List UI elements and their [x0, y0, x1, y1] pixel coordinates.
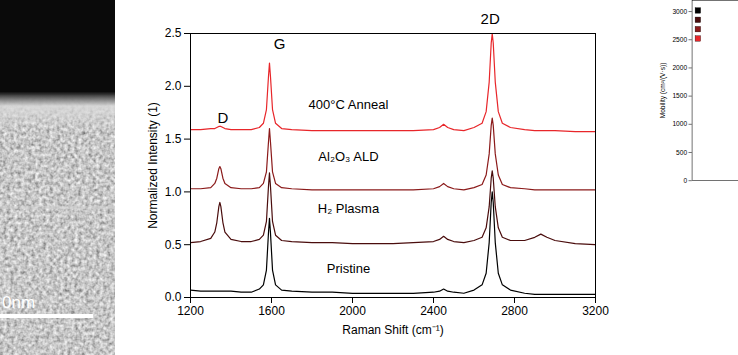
svg-text:2D: 2D	[481, 10, 500, 27]
svg-text:1500: 1500	[672, 92, 687, 99]
svg-text:1000: 1000	[672, 120, 687, 127]
svg-text:2800: 2800	[501, 304, 528, 318]
svg-text:2.5: 2.5	[165, 26, 182, 40]
svg-text:0.5: 0.5	[165, 238, 182, 252]
svg-text:2000: 2000	[672, 64, 687, 71]
svg-text:1600: 1600	[258, 304, 285, 318]
svg-text:2.0: 2.0	[165, 79, 182, 93]
svg-text:0: 0	[683, 177, 687, 184]
svg-text:2400: 2400	[420, 304, 447, 318]
svg-text:H₂ Plasma: H₂ Plasma	[318, 201, 380, 216]
svg-text:Pristine: Pristine	[327, 261, 370, 276]
svg-text:3200: 3200	[582, 304, 609, 318]
svg-text:D: D	[217, 109, 228, 126]
svg-text:0nm: 0nm	[2, 293, 35, 312]
svg-text:Normalized Intensity (1): Normalized Intensity (1)	[146, 102, 160, 229]
svg-text:Al₂O₃ ALD: Al₂O₃ ALD	[318, 149, 378, 164]
svg-text:2000: 2000	[339, 304, 366, 318]
svg-text:Raman Shift (cm⁻¹): Raman Shift (cm⁻¹)	[342, 323, 443, 337]
svg-text:500: 500	[676, 149, 687, 156]
svg-text:1200: 1200	[177, 304, 204, 318]
svg-text:1.0: 1.0	[165, 185, 182, 199]
svg-text:400°C Anneal: 400°C Anneal	[309, 97, 389, 112]
svg-text:G: G	[274, 35, 286, 52]
svg-text:Mobility (cm²/(V·s)): Mobility (cm²/(V·s))	[659, 63, 667, 119]
svg-text:2500: 2500	[672, 36, 687, 43]
svg-text:1.5: 1.5	[165, 132, 182, 146]
svg-text:3000: 3000	[672, 8, 687, 15]
svg-text:0.0: 0.0	[165, 290, 182, 304]
